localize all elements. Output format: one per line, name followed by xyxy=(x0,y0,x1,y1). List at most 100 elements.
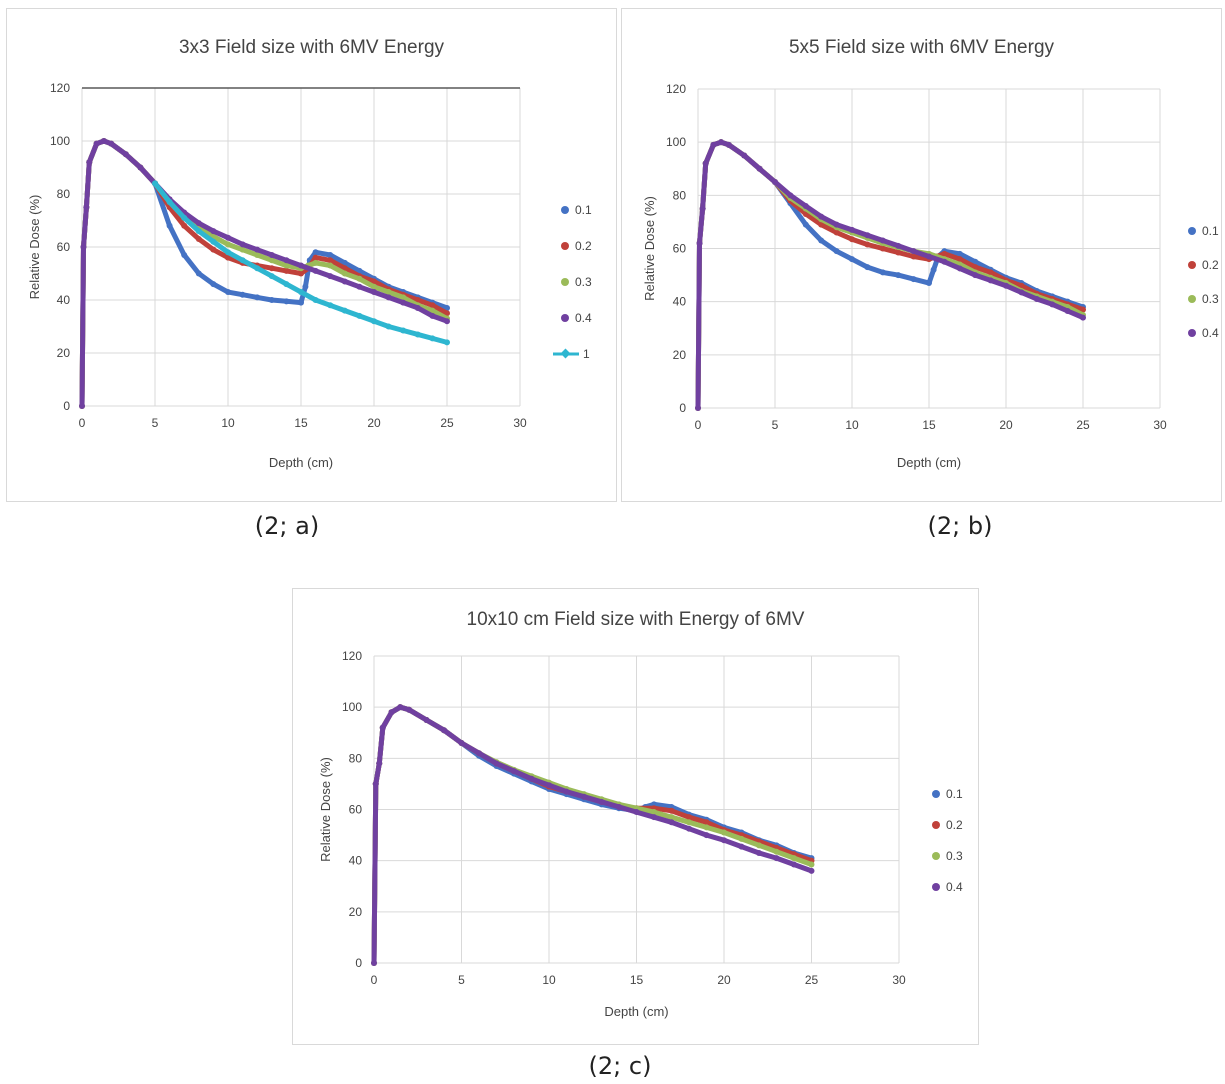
series-0-1-point xyxy=(302,283,309,290)
series-0-4-point xyxy=(956,265,963,272)
legend-marker xyxy=(560,348,571,359)
y-tick-label: 80 xyxy=(673,188,687,202)
series-0-3-point xyxy=(225,241,231,248)
series-0-2-point xyxy=(210,246,217,253)
x-tick-label: 25 xyxy=(440,416,454,430)
series-0-2-line xyxy=(371,704,814,966)
series-0-4-point xyxy=(371,960,377,966)
x-tick-label: 10 xyxy=(845,418,859,432)
series-0-4-point xyxy=(563,788,570,795)
series-0-2-point xyxy=(283,267,290,274)
series-0-1-point xyxy=(444,304,450,311)
series-0-4-point xyxy=(86,159,93,166)
series-0-4-point xyxy=(356,283,363,290)
series-1-point xyxy=(400,327,407,334)
series-0-4-point xyxy=(327,273,334,280)
series-0-4-point xyxy=(926,253,932,260)
series-1-point xyxy=(327,302,334,309)
series-1-point xyxy=(341,307,348,314)
legend-label: 1 xyxy=(583,347,590,361)
x-tick-label: 20 xyxy=(999,418,1013,432)
legend-label: 0.1 xyxy=(575,203,592,217)
y-axis-label: Relative Dose (%) xyxy=(27,195,42,300)
series-0-3-point xyxy=(429,307,436,314)
series-0-2-point xyxy=(327,257,334,264)
series-0-3-point xyxy=(808,861,815,868)
series-0-4-point xyxy=(511,768,517,775)
series-0-2-point xyxy=(181,222,188,229)
series-0-1-point xyxy=(802,221,809,228)
series-0-3-point xyxy=(385,289,392,296)
series-0-4-point xyxy=(397,704,404,711)
series-0-4-point xyxy=(699,205,706,212)
series-0-3-point xyxy=(756,842,762,849)
y-tick-label: 0 xyxy=(63,399,70,413)
series-0-1-point xyxy=(254,294,261,301)
series-1-point xyxy=(225,249,231,256)
series-0-2-point xyxy=(225,254,231,261)
series-0-4-point xyxy=(210,228,217,235)
y-axis-label: Relative Dose (%) xyxy=(318,757,333,862)
series-0-4-point xyxy=(802,202,809,209)
series-0-2-point xyxy=(429,302,436,309)
x-axis-label: Depth (cm) xyxy=(604,1004,668,1019)
series-1-point xyxy=(254,265,261,272)
series-0-1-point xyxy=(879,269,886,276)
series-0-4-point xyxy=(738,843,745,850)
series-0-3-point xyxy=(668,814,675,821)
chart-title-c: 10x10 cm Field size with Energy of 6MV xyxy=(467,609,805,630)
series-0-4-point xyxy=(379,724,386,731)
series-0-4-point xyxy=(895,242,902,249)
series-0-2-point xyxy=(972,264,979,271)
x-tick-label: 15 xyxy=(294,416,308,430)
series-0-3-point xyxy=(651,809,657,816)
legend-label: 0.1 xyxy=(1202,224,1219,238)
series-0-3-point xyxy=(327,262,334,269)
series-0-4-point xyxy=(93,140,100,147)
series-0-4-point xyxy=(910,248,917,255)
series-0-4-point xyxy=(239,241,246,248)
legend-label: 0.2 xyxy=(946,818,963,832)
series-0-2-point xyxy=(818,221,825,228)
legend-marker xyxy=(1188,329,1196,337)
series-0-1-point xyxy=(327,251,334,258)
series-0-2-point xyxy=(987,269,994,276)
legend-marker xyxy=(932,821,940,829)
x-tick-label: 0 xyxy=(79,416,86,430)
legend-marker xyxy=(1188,227,1196,235)
series-0-4-point xyxy=(122,151,129,158)
series-0-4-point xyxy=(1018,289,1025,296)
series-0-2-point xyxy=(298,270,304,277)
legend-marker xyxy=(561,278,569,286)
series-0-4-point xyxy=(100,138,107,144)
series-0-4-point xyxy=(268,251,275,258)
legend-label: 0.1 xyxy=(946,787,963,801)
x-tick-label: 10 xyxy=(542,973,556,987)
x-tick-label: 25 xyxy=(805,973,819,987)
chart-b-svg: 5x5 Field size with 6MV Energy 0 5 10 15 20 25… xyxy=(642,37,1219,470)
chart-panel-c: 10x10 cm Field size with Energy of 6MV 0 5… xyxy=(292,588,979,1045)
series-0-4-point xyxy=(441,727,447,734)
series-0-4-point xyxy=(703,832,710,839)
y-tick-label: 120 xyxy=(50,81,70,95)
series-0-3-point xyxy=(268,257,275,264)
y-tick-label: 40 xyxy=(57,293,71,307)
legend-marker xyxy=(932,883,940,891)
series-0-4-point xyxy=(195,220,202,227)
series-0-4-point xyxy=(108,140,115,147)
series-1-point xyxy=(414,331,421,338)
series-0-3-point xyxy=(791,855,797,862)
series-0-3-point xyxy=(356,275,363,282)
legend-label: 0.4 xyxy=(1202,326,1219,340)
series-1-point xyxy=(195,228,202,235)
series-1-point xyxy=(268,273,275,280)
series-0-4-point xyxy=(941,258,948,265)
series-0-2-point xyxy=(686,814,692,821)
series-0-3-point xyxy=(400,294,407,301)
series-0-3-point xyxy=(254,251,261,258)
series-0-1-point xyxy=(239,291,246,298)
series-0-3-point xyxy=(721,829,727,836)
series-0-4-point xyxy=(651,814,657,821)
legend-marker xyxy=(561,314,569,322)
series-0-4-point xyxy=(668,819,675,826)
